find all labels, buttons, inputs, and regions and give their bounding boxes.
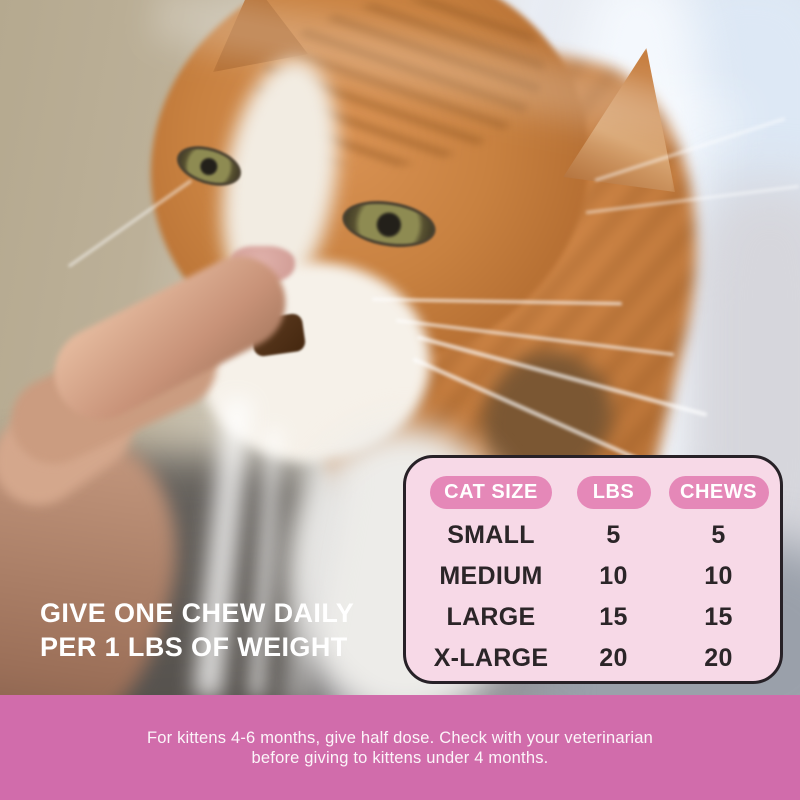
footer-line2: before giving to kittens under 4 months. [251,748,549,767]
table-row: MEDIUM 10 10 [416,556,770,597]
column-header-lbs: LBS [576,476,651,509]
chews-value: 10 [704,562,733,590]
chews-value: 5 [711,521,726,549]
cat-size-value: LARGE [446,603,536,631]
dosage-table: CAT SIZE LBS CHEWS SMALL 5 5 MEDIUM 10 1… [403,455,783,684]
chews-value: 15 [704,603,733,631]
table-row: X-LARGE 20 20 [416,638,770,679]
headline: GIVE ONE CHEW DAILY PER 1 LBS OF WEIGHT [40,596,354,664]
lbs-value: 5 [606,521,621,549]
lbs-value: 20 [599,644,628,672]
cat-size-value: MEDIUM [439,562,543,590]
dosage-table-header: CAT SIZE LBS CHEWS [416,476,770,509]
lbs-value: 15 [599,603,628,631]
column-header-cat-size: CAT SIZE [430,476,552,509]
headline-line1: GIVE ONE CHEW DAILY [40,598,355,628]
column-header-chews: CHEWS [668,476,769,509]
cat-size-value: SMALL [447,521,535,549]
lbs-value: 10 [599,562,628,590]
footer-line1: For kittens 4-6 months, give half dose. … [146,728,654,747]
headline-line2: PER 1 LBS OF WEIGHT [40,632,348,662]
table-row: LARGE 15 15 [416,597,770,638]
cat-size-value: X-LARGE [433,644,549,672]
dosage-table-body: SMALL 5 5 MEDIUM 10 10 LARGE 15 15 X-LAR… [416,515,770,679]
table-row: SMALL 5 5 [416,515,770,556]
footer-note-bar: For kittens 4-6 months, give half dose. … [0,695,800,800]
chews-value: 20 [704,644,733,672]
